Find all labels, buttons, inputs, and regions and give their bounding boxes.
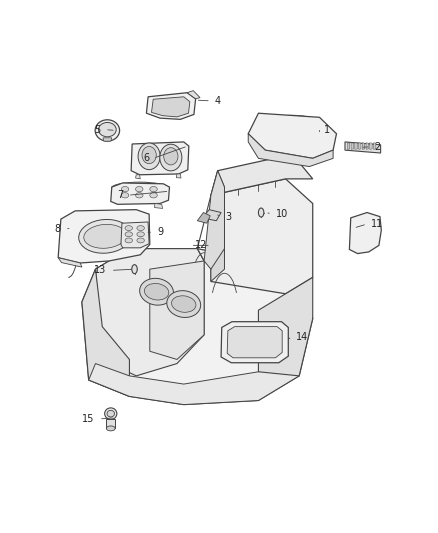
Polygon shape <box>248 113 336 158</box>
Ellipse shape <box>137 225 145 231</box>
Polygon shape <box>197 213 210 223</box>
Polygon shape <box>366 143 368 149</box>
Ellipse shape <box>107 410 114 417</box>
Polygon shape <box>351 143 353 149</box>
Polygon shape <box>82 269 130 397</box>
Polygon shape <box>146 93 196 119</box>
Ellipse shape <box>137 238 145 243</box>
Text: 8: 8 <box>55 224 61 234</box>
Ellipse shape <box>258 208 264 217</box>
Ellipse shape <box>137 232 145 237</box>
Ellipse shape <box>167 290 201 318</box>
Ellipse shape <box>99 123 116 137</box>
Ellipse shape <box>125 232 132 237</box>
Ellipse shape <box>135 187 143 192</box>
Text: 6: 6 <box>143 154 149 163</box>
Polygon shape <box>111 183 170 204</box>
Ellipse shape <box>84 224 126 248</box>
Polygon shape <box>258 277 313 376</box>
Text: 10: 10 <box>276 209 288 219</box>
Polygon shape <box>211 179 313 294</box>
Polygon shape <box>103 138 112 141</box>
Text: 9: 9 <box>157 227 163 237</box>
Polygon shape <box>350 213 381 254</box>
Polygon shape <box>58 209 150 263</box>
Polygon shape <box>227 327 282 358</box>
Text: 1: 1 <box>324 125 330 135</box>
Polygon shape <box>121 222 149 248</box>
Polygon shape <box>355 143 357 149</box>
Text: 7: 7 <box>117 190 124 200</box>
Polygon shape <box>187 91 200 99</box>
Text: 4: 4 <box>215 96 221 106</box>
Polygon shape <box>95 248 204 376</box>
Text: 11: 11 <box>371 219 383 229</box>
Ellipse shape <box>135 192 143 198</box>
Ellipse shape <box>164 148 178 165</box>
Ellipse shape <box>142 147 156 164</box>
Polygon shape <box>374 143 376 149</box>
Polygon shape <box>347 143 350 149</box>
Ellipse shape <box>140 278 173 305</box>
Polygon shape <box>88 351 299 405</box>
Ellipse shape <box>79 220 131 253</box>
Ellipse shape <box>150 187 157 192</box>
Polygon shape <box>176 174 181 178</box>
Polygon shape <box>211 154 313 195</box>
Polygon shape <box>221 322 288 363</box>
Ellipse shape <box>145 284 169 300</box>
Polygon shape <box>58 257 82 267</box>
Ellipse shape <box>138 143 160 169</box>
Polygon shape <box>82 248 313 405</box>
Ellipse shape <box>121 187 129 192</box>
Polygon shape <box>370 143 372 149</box>
Ellipse shape <box>125 238 132 243</box>
Ellipse shape <box>172 296 196 312</box>
Ellipse shape <box>105 408 117 419</box>
Polygon shape <box>152 97 190 117</box>
Text: 14: 14 <box>297 332 309 342</box>
Ellipse shape <box>125 225 132 231</box>
Polygon shape <box>106 419 115 429</box>
Polygon shape <box>345 142 381 153</box>
Polygon shape <box>248 134 333 166</box>
Polygon shape <box>359 143 361 149</box>
Ellipse shape <box>160 144 182 171</box>
Text: 13: 13 <box>95 265 107 276</box>
Text: 12: 12 <box>194 240 207 251</box>
Polygon shape <box>155 204 162 208</box>
Text: 3: 3 <box>225 212 231 222</box>
Text: 5: 5 <box>95 125 101 135</box>
Polygon shape <box>135 175 140 179</box>
Polygon shape <box>131 142 189 175</box>
Polygon shape <box>202 209 221 221</box>
Ellipse shape <box>121 192 129 198</box>
Ellipse shape <box>150 192 157 198</box>
Text: 2: 2 <box>374 142 381 152</box>
Ellipse shape <box>132 265 137 273</box>
Ellipse shape <box>95 120 120 141</box>
Ellipse shape <box>106 426 115 431</box>
Polygon shape <box>150 261 204 359</box>
Polygon shape <box>204 171 224 269</box>
Polygon shape <box>362 143 365 149</box>
Polygon shape <box>211 171 224 281</box>
Text: 15: 15 <box>82 414 95 424</box>
